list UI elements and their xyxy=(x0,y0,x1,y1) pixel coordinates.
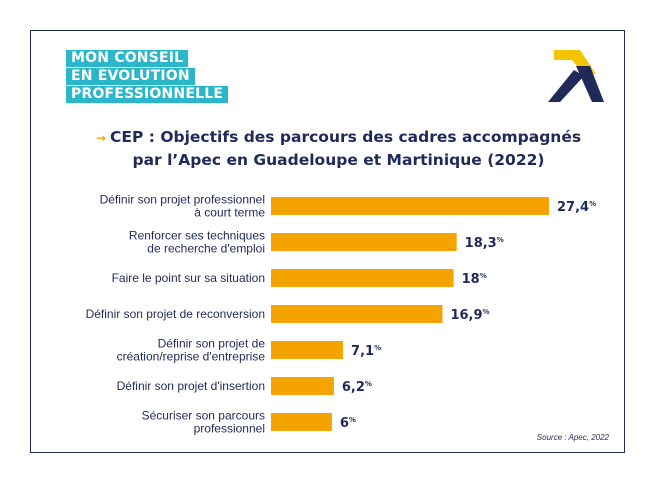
category-label-2: Faire le point sur sa situation xyxy=(112,271,265,285)
bar-2 xyxy=(271,269,454,287)
category-label-1: Renforcer ses techniques de recherche d'e… xyxy=(129,229,265,256)
badge-line-2: EN ÉVOLUTION xyxy=(66,68,195,85)
category-label-5: Définir son projet d'insertion xyxy=(117,379,265,393)
title-line-2: par l’Apec en Guadeloupe et Martinique (… xyxy=(132,151,545,169)
bar-5 xyxy=(271,377,334,395)
bar-3 xyxy=(271,305,443,323)
value-label-1: 18,3% xyxy=(465,236,504,251)
campaign-badge: MON CONSEIL EN ÉVOLUTION PROFESSIONNELLE xyxy=(66,50,229,104)
badge-line-1: MON CONSEIL xyxy=(66,50,189,67)
source-note: Source : Apec, 2022 xyxy=(536,433,609,442)
chart-card: MON CONSEIL EN ÉVOLUTION PROFESSIONNELLE… xyxy=(30,30,625,453)
bar-chart: Définir son projet professionnel à court … xyxy=(86,193,597,436)
category-label-4: Définir son projet de création/reprise d'… xyxy=(117,337,266,364)
category-label-0: Définir son projet professionnel à court … xyxy=(100,193,266,220)
value-label-3: 16,9% xyxy=(450,308,489,323)
arrow-bullet-icon: → xyxy=(95,131,106,145)
bar-4 xyxy=(271,341,344,359)
bar-0 xyxy=(271,197,549,215)
value-label-4: 7,1% xyxy=(351,344,381,359)
badge-line-3: PROFESSIONNELLE xyxy=(66,86,229,103)
bar-1 xyxy=(271,233,457,251)
value-label-0: 27,4% xyxy=(557,200,596,215)
value-label-6: 6% xyxy=(340,416,356,431)
category-label-3: Définir son projet de reconversion xyxy=(86,307,265,321)
value-label-2: 18% xyxy=(462,272,487,287)
apec-logo-icon xyxy=(548,50,604,102)
chart-title: → CEP : Objectifs des parcours des cadres… xyxy=(71,126,606,171)
bar-6 xyxy=(271,413,332,431)
category-label-6: Sécuriser son parcours professionnel xyxy=(142,409,265,436)
value-label-5: 6,2% xyxy=(342,380,372,395)
title-line-1: CEP : Objectifs des parcours des cadres … xyxy=(110,128,582,146)
